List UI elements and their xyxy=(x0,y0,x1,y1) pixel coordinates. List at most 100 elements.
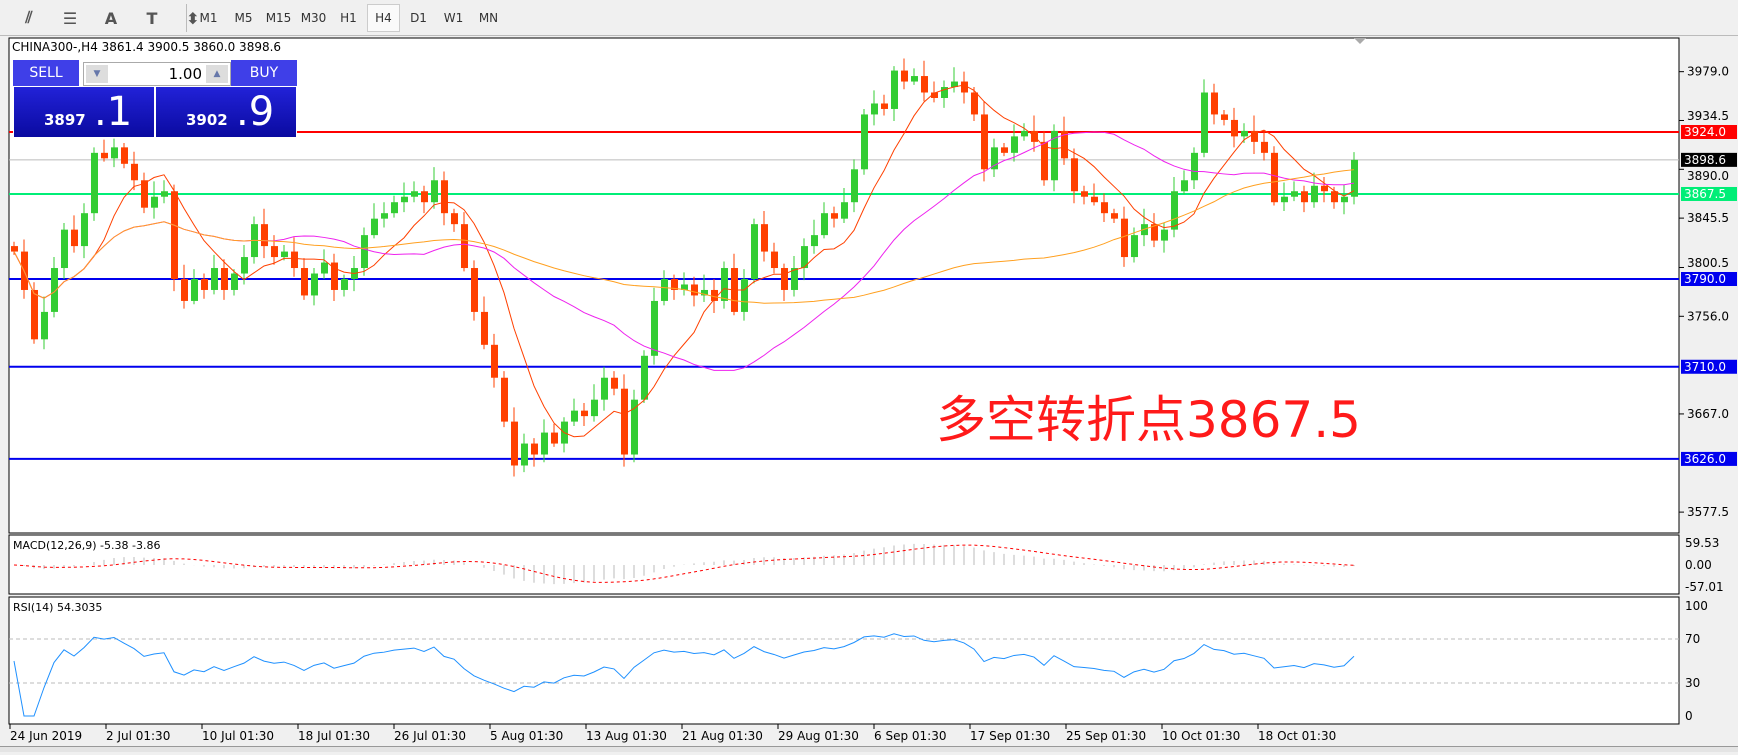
buy-price-button[interactable]: 3902 .9 xyxy=(155,86,297,138)
candle-body xyxy=(1191,152,1198,181)
timeframe-w1[interactable]: W1 xyxy=(443,11,464,25)
rsi-pane xyxy=(8,596,1680,725)
candle xyxy=(361,227,368,276)
candle-body xyxy=(121,147,128,164)
candle xyxy=(1291,181,1298,202)
candle-body xyxy=(61,229,68,269)
price-tick-label: 3577.5 xyxy=(1687,505,1729,519)
candle xyxy=(281,244,288,261)
arrows-icon[interactable]: ⬍ xyxy=(186,8,200,28)
candle xyxy=(941,80,948,108)
candle xyxy=(51,257,58,318)
candle xyxy=(631,389,638,463)
candle-body xyxy=(211,268,218,290)
sell-button[interactable]: SELL xyxy=(13,60,79,86)
level-price-label: 3924.0 xyxy=(1684,125,1726,139)
candle-body xyxy=(881,103,888,109)
sell-price-button[interactable]: 3897 .1 xyxy=(13,86,155,138)
candle-body xyxy=(1051,130,1058,181)
candle xyxy=(801,238,808,281)
candle-body xyxy=(711,289,718,301)
time-axis-label: 18 Jul 01:30 xyxy=(298,729,370,743)
text-icon[interactable]: A xyxy=(104,8,118,28)
lot-size-value[interactable]: 1.00 xyxy=(168,65,202,83)
candle xyxy=(871,90,878,126)
candle-body xyxy=(521,443,528,466)
candle xyxy=(381,202,388,228)
candle-body xyxy=(1131,235,1138,258)
candle xyxy=(331,253,338,301)
candle xyxy=(511,407,518,477)
candle-body xyxy=(1081,191,1088,197)
candle-body xyxy=(871,103,878,115)
candle-body xyxy=(1091,196,1098,203)
one-click-trading-panel: SELL ▼ 1.00 ▲ BUY 3897 .1 3902 .9 xyxy=(13,60,297,138)
candle-body xyxy=(1101,202,1108,214)
candle xyxy=(421,185,428,214)
candle xyxy=(371,203,378,239)
text-label-icon[interactable]: T xyxy=(146,8,158,28)
timeframe-h1[interactable]: H1 xyxy=(340,11,357,25)
candle-body xyxy=(661,278,668,301)
candle xyxy=(1071,148,1078,204)
candle xyxy=(261,208,268,259)
chart-shift-marker-icon[interactable] xyxy=(1354,38,1366,44)
macd-pane xyxy=(8,534,1680,595)
chart-canvas[interactable]: 3979.0 3934.5 3890.0 3845.5 3800.5 3756.0 3667… xyxy=(0,36,1738,752)
decrease-lot-button[interactable]: ▼ xyxy=(86,65,108,83)
candle xyxy=(311,268,318,306)
candle xyxy=(781,263,788,301)
candle-body xyxy=(841,202,848,219)
candle xyxy=(981,101,988,182)
macd-tick-label: 0.00 xyxy=(1685,558,1712,572)
candle xyxy=(81,203,88,259)
rsi-tick-label: 30 xyxy=(1685,676,1700,690)
candle-body xyxy=(491,344,498,378)
candle-body xyxy=(241,257,248,274)
candle xyxy=(591,384,598,422)
candle-body xyxy=(231,273,238,290)
timeframe-m1[interactable]: M1 xyxy=(199,11,218,25)
lot-size-stepper[interactable]: ▼ 1.00 ▲ xyxy=(83,62,231,86)
candle-body xyxy=(581,410,588,417)
candle-body xyxy=(221,268,228,290)
price-tick-label: 3979.0 xyxy=(1687,65,1729,79)
candle xyxy=(1091,183,1098,206)
candle-body xyxy=(531,443,538,455)
candle xyxy=(41,296,48,350)
candle xyxy=(31,282,38,344)
candle xyxy=(71,215,78,253)
candle xyxy=(621,374,628,467)
candle xyxy=(961,71,968,104)
timeframe-m30[interactable]: M30 xyxy=(300,11,327,25)
increase-lot-button[interactable]: ▲ xyxy=(206,65,228,83)
timeframe-d1[interactable]: D1 xyxy=(410,11,427,25)
candle xyxy=(971,87,978,122)
timeframe-h4[interactable]: H4 xyxy=(367,4,400,32)
candle xyxy=(751,218,758,284)
candle-body xyxy=(851,169,858,203)
timeframe-mn[interactable]: MN xyxy=(478,11,499,25)
price-tick-label: 3756.0 xyxy=(1687,309,1729,323)
timeframe-m5[interactable]: M5 xyxy=(234,11,253,25)
candle xyxy=(1311,172,1318,208)
fibonacci-fan-icon[interactable]: ⫽ xyxy=(25,8,33,27)
candle-body xyxy=(271,246,278,258)
candle-body xyxy=(41,311,48,340)
candle-body xyxy=(1281,196,1288,203)
level-price-tag xyxy=(1681,271,1737,286)
level-price-label: 3790.0 xyxy=(1684,272,1726,286)
candle xyxy=(821,202,828,239)
candle-body xyxy=(821,213,828,236)
time-axis-label: 13 Aug 01:30 xyxy=(586,729,667,743)
buy-button[interactable]: BUY xyxy=(231,60,297,86)
candle-body xyxy=(71,229,78,247)
timeframe-m15[interactable]: M15 xyxy=(265,11,292,25)
candle-body xyxy=(31,289,38,340)
candle xyxy=(1011,124,1018,162)
fibonacci-levels-icon[interactable]: ☰ xyxy=(62,8,78,28)
candle xyxy=(611,371,618,396)
candle xyxy=(991,138,998,177)
candle xyxy=(1051,124,1058,192)
candle xyxy=(481,296,488,350)
